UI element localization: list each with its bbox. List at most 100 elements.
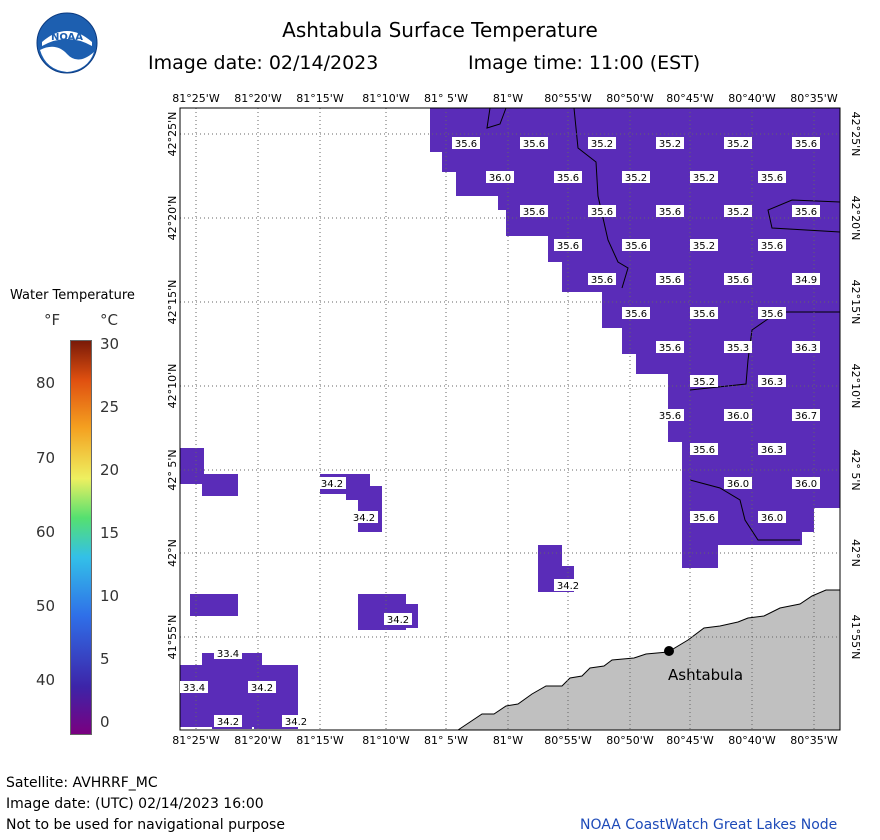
legend-f-tick: 60: [36, 523, 56, 541]
lon-label-top: 80°50'W: [606, 92, 654, 105]
isotherm-line: [689, 479, 800, 541]
lon-label-top: 81°15'W: [296, 92, 344, 105]
temperature-label-box: [690, 443, 718, 455]
temperature-label: 36.3: [761, 445, 783, 456]
temperature-label: 35.6: [557, 241, 579, 252]
temperature-label-box: [792, 273, 820, 285]
temperature-label: 33.4: [183, 683, 205, 694]
temperature-label-box: [724, 137, 752, 149]
temperature-label: 36.3: [795, 343, 817, 354]
temperature-label-box: [318, 477, 346, 489]
temperature-label: 35.6: [523, 207, 545, 218]
legend-c-tick: 15: [100, 524, 120, 542]
lon-label-bottom: 81°20'W: [234, 734, 282, 747]
temperature-label-box: [214, 647, 242, 659]
temperature-label-box: [214, 715, 242, 727]
legend-colorbar: [70, 340, 92, 735]
temperature-label-box: [588, 273, 616, 285]
temperature-label-box: [180, 681, 208, 693]
lat-label-right: 42°10'N: [849, 364, 862, 409]
temperature-label: 35.2: [693, 377, 715, 388]
lon-label-top: 80°45'W: [666, 92, 714, 105]
lon-label-bottom: 80°55'W: [544, 734, 592, 747]
temperature-label-box: [724, 341, 752, 353]
lake-water-patch: [538, 545, 562, 567]
temperature-label-box: [656, 273, 684, 285]
temperature-label-box: [758, 171, 786, 183]
temperature-label-box: [792, 137, 820, 149]
lake-water-patch: [190, 594, 238, 616]
temperature-label-box: [588, 137, 616, 149]
temperature-label-box: [452, 137, 480, 149]
temperature-label: 35.2: [625, 173, 647, 184]
temperature-label-box: [282, 715, 310, 727]
temperature-label-box: [350, 511, 378, 523]
temperature-label-box: [384, 613, 412, 625]
temperature-label-box: [724, 477, 752, 489]
page-title: Ashtabula Surface Temperature: [282, 18, 598, 42]
lat-label-left: 42°N: [166, 539, 179, 567]
lon-label-top: 81°W: [493, 92, 523, 105]
temperature-label: 34.2: [217, 717, 239, 728]
temperature-label-box: [656, 409, 684, 421]
footer-disclaimer: Not to be used for navigational purpose: [6, 817, 285, 833]
lon-label-bottom: 80°35'W: [790, 734, 838, 747]
footer-credit: NOAA CoastWatch Great Lakes Node: [580, 817, 838, 833]
temperature-label: 35.2: [659, 139, 681, 150]
temperature-label-box: [690, 375, 718, 387]
legend-c-tick: 10: [100, 587, 120, 605]
lon-label-bottom: 80°45'W: [666, 734, 714, 747]
temperature-label: 35.6: [761, 173, 783, 184]
temperature-label-box: [690, 239, 718, 251]
temperature-label: 34.2: [353, 513, 375, 524]
footer-utc-date: Image date: (UTC) 02/14/2023 16:00: [6, 796, 264, 812]
lon-label-bottom: 81°15'W: [296, 734, 344, 747]
temperature-label: 35.6: [659, 411, 681, 422]
lat-label-right: 41°55'N: [849, 615, 862, 660]
legend-c-tick: 0: [100, 713, 110, 731]
legend-f-tick: 70: [36, 449, 56, 467]
temperature-label: 35.2: [727, 207, 749, 218]
temperature-label: 35.6: [659, 207, 681, 218]
lon-label-bottom: 81°25'W: [172, 734, 220, 747]
temperature-label-box: [792, 341, 820, 353]
city-marker-icon: [664, 646, 674, 656]
temperature-label: 34.9: [795, 275, 817, 286]
temperature-label-box: [554, 171, 582, 183]
temperature-label: 35.2: [591, 139, 613, 150]
lat-label-right: 42°25'N: [849, 112, 862, 157]
temperature-label: 36.0: [727, 479, 749, 490]
temperature-label-box: [758, 375, 786, 387]
map-frame: [179, 107, 841, 731]
lon-label-bottom: 80°40'W: [728, 734, 776, 747]
legend-c-tick: 25: [100, 398, 120, 416]
temperature-label-box: [656, 137, 684, 149]
temperature-label: 35.6: [693, 513, 715, 524]
temperature-label: 36.3: [761, 377, 783, 388]
temperature-label: 35.6: [795, 207, 817, 218]
temperature-label: 35.6: [591, 207, 613, 218]
legend-unit-c: °C: [100, 311, 118, 329]
lon-label-bottom: 81°10'W: [362, 734, 410, 747]
temperature-label-box: [758, 307, 786, 319]
temperature-label-box: [724, 409, 752, 421]
lon-label-top: 80°55'W: [544, 92, 592, 105]
temperature-label-box: [792, 205, 820, 217]
temperature-label: 34.2: [557, 581, 579, 592]
temperature-label-box: [588, 205, 616, 217]
lon-label-bottom: 81° 5'W: [424, 734, 468, 747]
lon-label-top: 81°10'W: [362, 92, 410, 105]
image-date: Image date: 02/14/2023: [148, 52, 379, 74]
temperature-label-box: [520, 205, 548, 217]
logo-text: NOAA: [51, 32, 83, 43]
lat-label-left: 42°20'N: [166, 196, 179, 241]
temperature-label-box: [656, 205, 684, 217]
lon-label-top: 80°35'W: [790, 92, 838, 105]
lon-label-top: 81°25'W: [172, 92, 220, 105]
temperature-label: 35.6: [727, 275, 749, 286]
temperature-label: 35.6: [761, 241, 783, 252]
temperature-label-box: [656, 341, 684, 353]
temperature-label-box: [486, 171, 514, 183]
temperature-label-box: [758, 239, 786, 251]
